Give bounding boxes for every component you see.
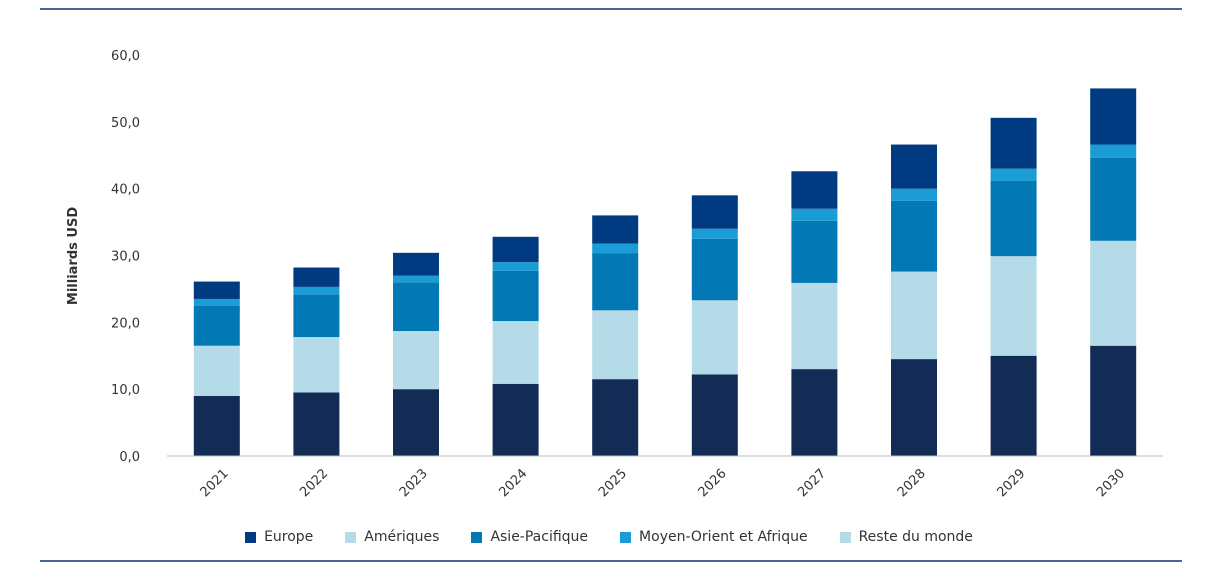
x-tick-label: 2027 <box>795 466 829 500</box>
legend-label: Europe <box>264 529 314 545</box>
legend-swatch <box>839 531 851 543</box>
legend-swatch <box>471 531 483 543</box>
legend-label: Amériques <box>364 529 440 545</box>
bar-segment <box>393 331 439 390</box>
y-tick-label: 50,0 <box>111 116 140 131</box>
bar-segment <box>393 282 439 332</box>
bar-segment <box>193 281 240 299</box>
y-axis-label: Milliards USD <box>66 207 81 305</box>
bar-segment <box>592 379 639 456</box>
bar-segment <box>293 267 340 287</box>
bar-segment <box>990 355 1037 456</box>
bar-segment <box>791 369 838 456</box>
bar-segment <box>592 243 639 254</box>
bar-segment <box>293 392 340 456</box>
bar-segment <box>691 238 738 301</box>
x-tick-label: 2025 <box>596 466 630 500</box>
x-tick-label: 2023 <box>397 466 431 500</box>
top-rule <box>40 8 1182 10</box>
bar-segment <box>691 300 738 375</box>
x-axis-ticks: 2021 2022 2023 2024 2025 2026 2027 2028 2029 2030 <box>198 466 1128 500</box>
bar-segment <box>891 359 937 456</box>
x-tick-label: 2026 <box>696 466 730 500</box>
bar-segment <box>691 374 738 456</box>
y-tick-label: 10,0 <box>111 383 140 398</box>
legend-item: Moyen-Orient et Afrique <box>620 529 808 545</box>
bar-segment <box>691 228 738 239</box>
x-tick-label: 2024 <box>496 466 530 500</box>
bar-segment <box>891 271 937 360</box>
y-tick-label: 0,0 <box>119 450 140 465</box>
bar-segment <box>293 337 340 393</box>
legend-swatch <box>245 531 257 543</box>
x-tick-label: 2030 <box>1094 466 1128 500</box>
bottom-rule <box>40 560 1182 562</box>
bar-segment <box>293 286 340 295</box>
bar-segment <box>891 200 937 272</box>
bar-segment <box>592 253 639 311</box>
bar-segment <box>791 282 838 370</box>
bar-segment <box>990 117 1037 169</box>
bar-segment <box>492 270 539 321</box>
y-tick-label: 20,0 <box>111 316 140 331</box>
bar-segment <box>1090 88 1137 145</box>
bar-segment <box>891 188 937 201</box>
bar-segment <box>990 180 1037 257</box>
bar-segment <box>492 383 539 456</box>
y-axis-ticks: 0,0 10,0 20,0 30,0 40,0 50,0 60,0 <box>111 49 140 465</box>
bar-segment <box>393 389 439 456</box>
legend-swatch <box>620 531 632 543</box>
legend-label: Reste du monde <box>858 529 973 545</box>
y-tick-label: 60,0 <box>111 49 140 64</box>
x-tick-label: 2029 <box>994 466 1028 500</box>
y-tick-label: 40,0 <box>111 183 140 198</box>
bar-segment <box>492 262 539 271</box>
bar-segment <box>393 252 439 276</box>
bar-segment <box>193 298 240 306</box>
legend-swatch <box>345 531 357 543</box>
x-tick-label: 2028 <box>895 466 929 500</box>
y-tick-label: 30,0 <box>111 250 140 265</box>
legend-label: Moyen-Orient et Afrique <box>639 529 808 545</box>
bar-segment <box>293 294 340 338</box>
bar-segment <box>492 236 539 263</box>
legend-label: Asie-Pacifique <box>490 529 589 545</box>
bar-segment <box>990 256 1037 356</box>
bar-segment <box>193 345 240 396</box>
bar-segment <box>492 320 539 384</box>
legend-item: Asie-Pacifique <box>471 529 588 545</box>
bar-segment <box>1090 144 1137 158</box>
legend: Europe Amériques Asie-Pacifique Moyen-Orien… <box>0 529 1218 545</box>
bar-segment <box>990 168 1037 181</box>
legend-item: Europe <box>245 529 313 545</box>
legend-item: Reste du monde <box>839 529 973 545</box>
bar-segment <box>691 195 738 229</box>
bar-segment <box>592 215 639 244</box>
bar-segment <box>193 395 240 456</box>
bar-segment <box>393 275 439 283</box>
bar-segment <box>1090 157 1137 241</box>
bar-segment <box>791 171 838 209</box>
x-tick-label: 2021 <box>198 466 232 500</box>
bar-segment <box>791 208 838 221</box>
bar-segment <box>891 144 937 189</box>
bar-segment <box>592 310 639 380</box>
bar-segment <box>193 305 240 346</box>
x-tick-label: 2022 <box>297 466 331 500</box>
legend-item: Amériques <box>345 529 439 545</box>
bar-segment <box>1090 240 1137 346</box>
bars <box>193 88 1137 456</box>
bar-segment <box>1090 345 1137 456</box>
stacked-bar-chart: Milliards USD 0,0 10,0 20,0 30,0 40,0 50,0 60,… <box>66 49 1163 500</box>
bar-segment <box>791 220 838 283</box>
